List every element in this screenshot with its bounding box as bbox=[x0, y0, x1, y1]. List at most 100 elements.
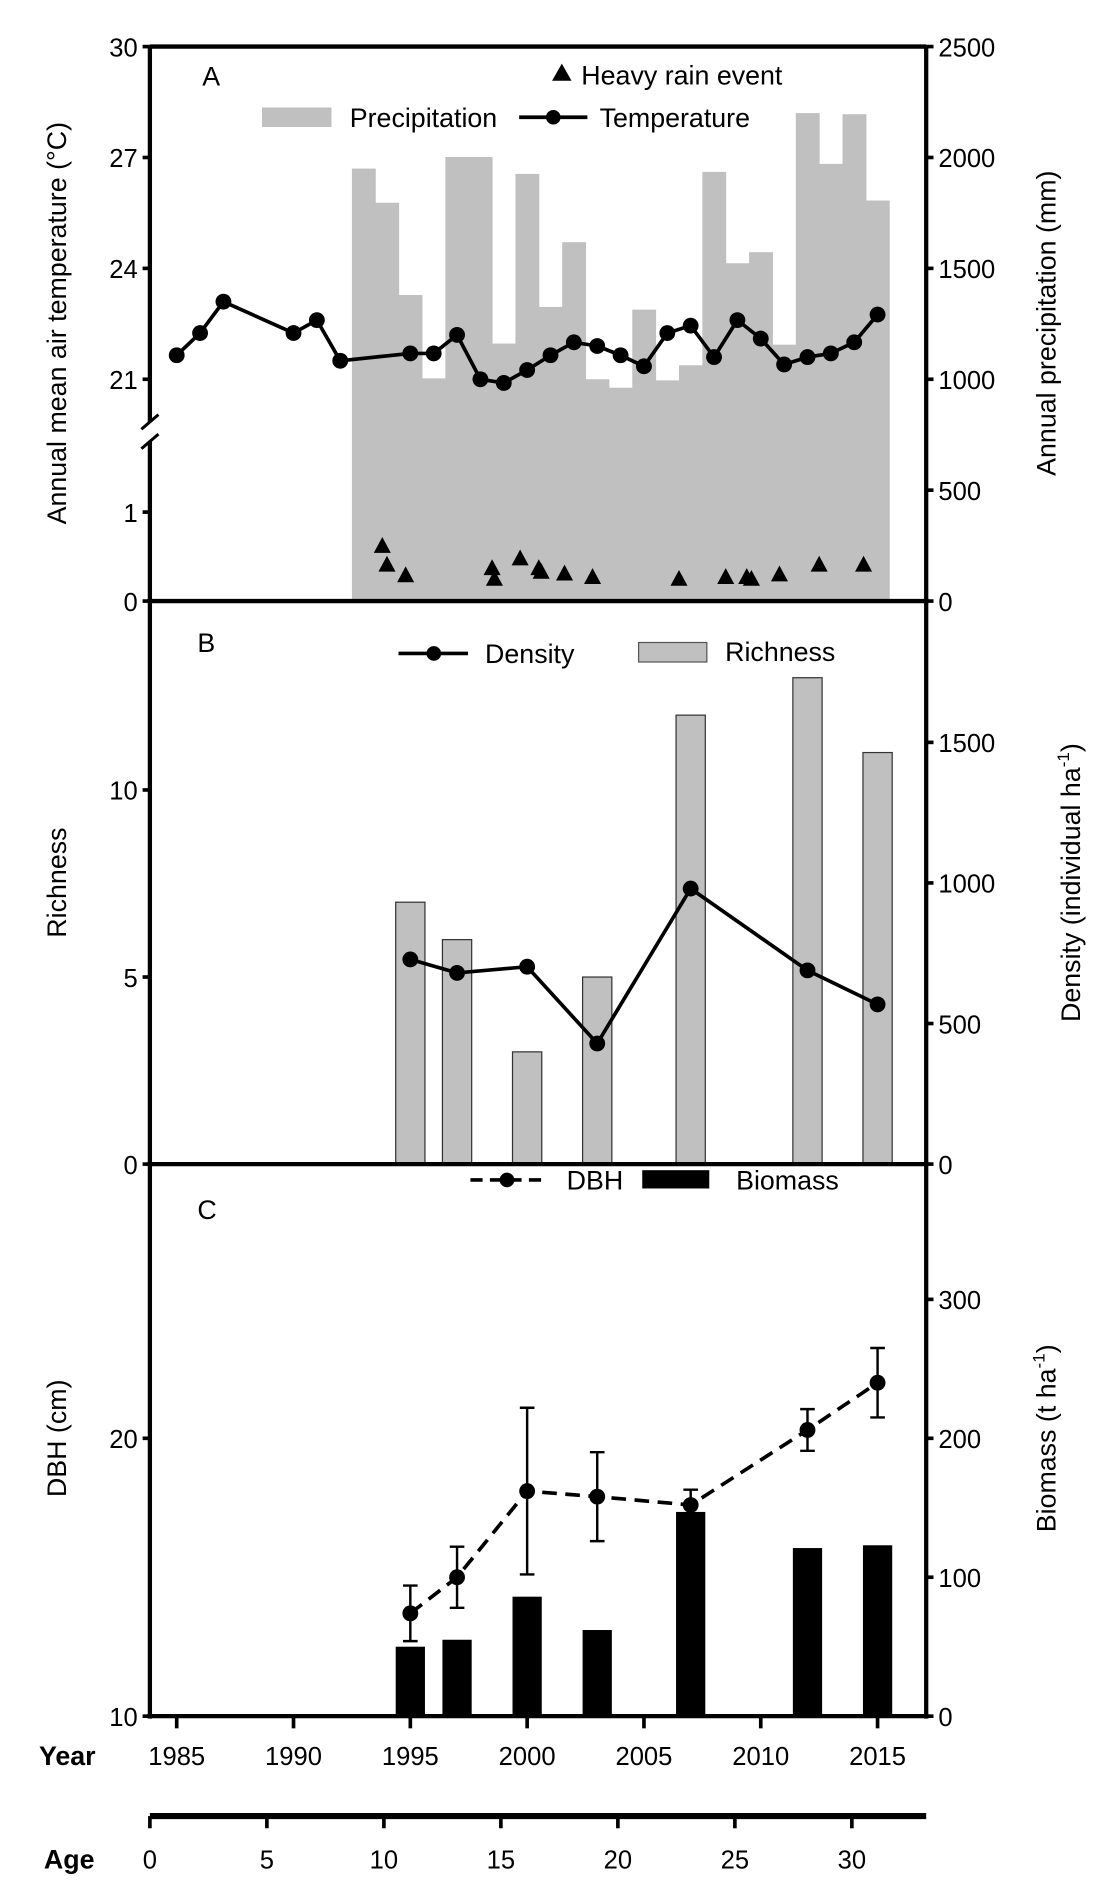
density-point bbox=[519, 958, 536, 975]
richness-bar bbox=[395, 901, 426, 1165]
heavy-rain-marker bbox=[670, 569, 688, 586]
heavy-rain-marker bbox=[397, 566, 415, 583]
precipitation-bar bbox=[375, 202, 400, 602]
temperature-point bbox=[168, 347, 185, 364]
temperature-point bbox=[565, 334, 582, 351]
legend-richness-swatch bbox=[637, 641, 708, 663]
richness-bar bbox=[675, 714, 706, 1165]
temperature-point bbox=[752, 330, 769, 347]
year-tick-label: 1985 bbox=[148, 1743, 205, 1771]
temperature-point bbox=[425, 345, 442, 362]
biomass-axis-tick-label: 0 bbox=[938, 1704, 952, 1732]
dbh-point bbox=[799, 1422, 816, 1438]
y-label-precipitation: Annual precipitation (mm) bbox=[1031, 171, 1061, 476]
precipitation-bar bbox=[725, 263, 750, 602]
density-point bbox=[869, 996, 886, 1013]
precipitation-axis-tick-label: 2000 bbox=[938, 145, 995, 173]
temperature-point bbox=[636, 358, 652, 375]
precipitation-axis-tick-label: 0 bbox=[938, 589, 952, 617]
legend-biomass-label: Biomass bbox=[736, 1166, 839, 1196]
heavy-rain-marker bbox=[770, 565, 788, 582]
precipitation-bar bbox=[819, 163, 844, 602]
density-point bbox=[799, 962, 816, 979]
legend-temp-marker bbox=[545, 109, 561, 125]
precipitation-bar bbox=[492, 343, 516, 602]
heavy-rain-marker bbox=[555, 564, 574, 581]
y-label-density: Density (individual ha-1) bbox=[1054, 743, 1086, 1022]
biomass-bar bbox=[792, 1548, 823, 1717]
heavy-rain-marker bbox=[584, 568, 602, 585]
heavy-rain-marker bbox=[532, 562, 550, 579]
temperature-axis-tick-label: 21 bbox=[109, 367, 137, 395]
year-tick-label: 1995 bbox=[382, 1743, 439, 1771]
precipitation-axis-tick-label: 2500 bbox=[938, 34, 995, 62]
precipitation-axis-tick-label: 500 bbox=[938, 478, 981, 506]
x-label-year: Year bbox=[39, 1741, 96, 1771]
temperature-point bbox=[869, 306, 886, 323]
precipitation-bar bbox=[585, 379, 610, 602]
temperature-point bbox=[542, 347, 559, 364]
legend-precip-label: Precipitation bbox=[350, 103, 497, 133]
dbh-point bbox=[682, 1497, 699, 1513]
precipitation-bar bbox=[445, 157, 470, 602]
precipitation-bar bbox=[608, 387, 633, 602]
density-point bbox=[402, 951, 419, 968]
y-label-dbh: DBH (cm) bbox=[42, 1380, 72, 1498]
precipitation-bar bbox=[655, 380, 680, 602]
density-point bbox=[589, 1035, 606, 1052]
temperature-point bbox=[822, 345, 839, 362]
age-tick-label: 25 bbox=[721, 1846, 749, 1874]
temperature-point bbox=[776, 356, 793, 373]
temperature-axis-tick-label: 24 bbox=[109, 256, 137, 284]
legend-biomass-swatch bbox=[642, 1170, 710, 1189]
temperature-point bbox=[495, 375, 512, 391]
precipitation-bar bbox=[702, 171, 727, 602]
biomass-axis-tick-label: 300 bbox=[938, 1287, 981, 1315]
age-tick-label: 5 bbox=[260, 1846, 274, 1874]
precipitation-bar bbox=[749, 252, 773, 602]
biomass-axis-tick-label: 100 bbox=[938, 1565, 981, 1593]
temperature-axis-tick-label: 0 bbox=[123, 589, 137, 617]
temperature-point bbox=[332, 352, 349, 369]
x-label-age: Age bbox=[44, 1844, 95, 1874]
legend-heavy-rain-label: Heavy rain event bbox=[581, 60, 783, 90]
year-tick-label: 2015 bbox=[849, 1743, 906, 1771]
richness-bar bbox=[581, 976, 613, 1165]
temperature-point bbox=[192, 325, 208, 341]
biomass-bar bbox=[442, 1639, 472, 1717]
biomass-bar bbox=[395, 1646, 425, 1717]
precipitation-bar bbox=[351, 168, 376, 602]
y-label-temperature: Annual mean air temperature (°C) bbox=[42, 122, 72, 524]
precipitation-bar bbox=[422, 378, 446, 602]
temperature-point bbox=[215, 293, 232, 310]
richness-axis-tick-label: 5 bbox=[123, 965, 137, 993]
y-label-richness: Richness bbox=[42, 827, 72, 937]
legend-precip-swatch bbox=[262, 107, 332, 127]
legend-temp-label: Temperature bbox=[600, 103, 750, 133]
richness-axis-tick-label: 10 bbox=[109, 778, 137, 806]
precipitation-axis-tick-label: 1500 bbox=[938, 256, 995, 284]
richness-bar bbox=[862, 751, 893, 1165]
temperature-point bbox=[846, 334, 863, 351]
dbh-point bbox=[449, 1569, 465, 1586]
year-tick-label: 2005 bbox=[615, 1743, 672, 1771]
heavy-rain-marker bbox=[483, 559, 501, 576]
richness-bar bbox=[511, 1051, 543, 1165]
density-point bbox=[682, 880, 699, 897]
legend-dbh-marker bbox=[499, 1172, 515, 1188]
density-axis-tick-label: 1500 bbox=[938, 730, 995, 758]
heavy-rain-marker bbox=[373, 537, 391, 553]
legend-density-label: Density bbox=[485, 639, 575, 669]
year-tick-label: 2000 bbox=[499, 1743, 556, 1771]
dbh-point bbox=[402, 1605, 419, 1622]
age-tick-label: 0 bbox=[143, 1846, 157, 1874]
precipitation-bar bbox=[772, 344, 797, 602]
age-tick-label: 10 bbox=[370, 1846, 398, 1874]
panel-label-a: A bbox=[202, 62, 220, 92]
year-tick-label: 2010 bbox=[732, 1743, 789, 1771]
temperature-point bbox=[285, 325, 302, 341]
temperature-point bbox=[402, 345, 419, 362]
precipitation-bar bbox=[632, 309, 657, 602]
temperature-point bbox=[308, 312, 325, 329]
